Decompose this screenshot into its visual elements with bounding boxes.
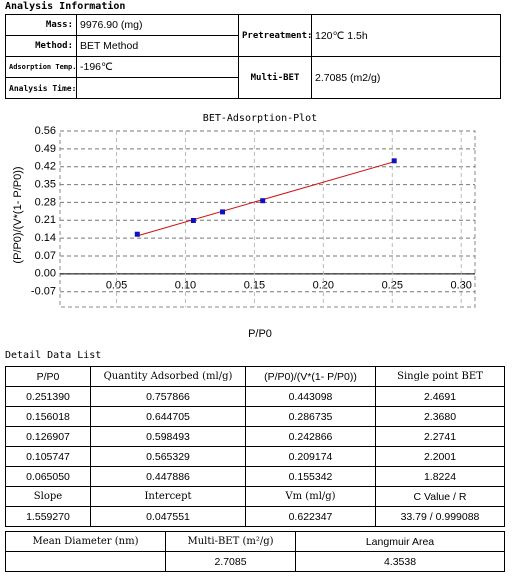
y-axis-label: (P/P0)/(V*(1- P/P0)) <box>12 166 24 263</box>
info-label: Analysis Time: <box>5 77 77 99</box>
plot-frame <box>59 130 476 308</box>
table-cell: 0.286735 <box>245 406 376 427</box>
info-value <box>76 77 239 99</box>
table-cell: 4.3538 <box>295 551 505 572</box>
table-cell: Mean Diameter (nm) <box>5 531 166 552</box>
footer-table: Mean Diameter (nm) Multi-BET (m²/g) Langmu… <box>5 531 505 572</box>
y-tick-label: 0.56 <box>35 125 56 137</box>
y-tick-label: 0.42 <box>35 161 56 173</box>
table-cell: 2.7085 <box>165 551 296 572</box>
x-axis-label: P/P0 <box>248 328 272 340</box>
chart: BET-Adsorption-Plot P/P0 (P/P0)/(V*(1- P… <box>12 113 476 340</box>
info-label: Multi-BET <box>238 56 312 99</box>
info-value: 9976.90 (mg) <box>76 14 239 36</box>
table-cell: 2.4691 <box>375 386 505 407</box>
y-tick-label: 0.14 <box>35 232 56 244</box>
table-cell: 0.155342 <box>245 466 376 487</box>
table-cell: 2.3680 <box>375 406 505 427</box>
table-cell <box>5 551 166 572</box>
info-value: -196℃ <box>76 56 239 78</box>
info-label: Adsorption Temp.: <box>5 56 77 78</box>
info-label: Mass: <box>5 14 77 36</box>
table-cell: 0.565329 <box>90 446 246 467</box>
table-cell: 1.559270 <box>5 506 91 527</box>
table-cell: 2.2001 <box>375 446 505 467</box>
table-cell: Single point BET <box>375 366 505 387</box>
y-tick-label: 0.21 <box>35 214 56 226</box>
fit-line <box>137 161 395 237</box>
data-point <box>391 158 397 164</box>
table-cell: Langmuir Area <box>295 531 505 552</box>
table-cell: C Value / R <box>375 486 505 507</box>
table-cell: 0.156018 <box>5 406 91 427</box>
table-cell: 0.447886 <box>90 466 246 487</box>
table-cell: 0.622347 <box>245 506 376 527</box>
data-point <box>134 231 140 237</box>
table-cell: 0.443098 <box>245 386 376 407</box>
info-label: Pretreatment: <box>238 14 312 57</box>
table-cell: P/P0 <box>5 366 91 387</box>
table-cell: Vm (ml/g) <box>245 486 376 507</box>
table-cell: 33.79 / 0.999088 <box>375 506 505 527</box>
y-tick-label: 0.49 <box>35 143 56 155</box>
detail-table: P/P0 Quantity Adsorbed (ml/g) (P/P0)/(V*(1… <box>5 366 505 527</box>
y-tick-label: 0.00 <box>35 268 56 280</box>
table-cell: 0.757866 <box>90 386 246 407</box>
y-tick-label: 0.35 <box>35 178 56 190</box>
y-tick-label: 0.28 <box>35 196 56 208</box>
table-cell: 0.251390 <box>5 386 91 407</box>
info-value: BET Method <box>76 35 239 57</box>
section-title: Detail Data List <box>5 350 102 361</box>
table-cell: 0.209174 <box>245 446 376 467</box>
chart-title: BET-Adsorption-Plot <box>203 113 317 124</box>
y-tick-label: 0.07 <box>35 250 56 262</box>
info-label: Method: <box>5 35 77 57</box>
table-cell: Slope <box>5 486 91 507</box>
table-cell: Multi-BET (m²/g) <box>165 531 296 552</box>
table-cell: Intercept <box>90 486 246 507</box>
data-point <box>260 198 266 204</box>
data-point <box>190 217 196 223</box>
table-cell: 0.598493 <box>90 426 246 447</box>
table-cell: 0.644705 <box>90 406 246 427</box>
table-cell: 0.047551 <box>90 506 246 527</box>
y-tick-label: -0.07 <box>31 286 56 298</box>
table-cell: 0.126907 <box>5 426 91 447</box>
table-cell: (P/P0)/(V*(1- P/P0)) <box>245 366 376 387</box>
table-cell: 2.2741 <box>375 426 505 447</box>
section-title: Analysis Information <box>5 1 126 12</box>
table-cell: 0.065050 <box>5 466 91 487</box>
table-cell: 1.8224 <box>375 466 505 487</box>
table-cell: 0.242866 <box>245 426 376 447</box>
data-point <box>220 209 226 215</box>
info-value: 120℃ 1.5h <box>311 14 501 57</box>
table-cell: Quantity Adsorbed (ml/g) <box>90 366 246 387</box>
table-cell: 0.105747 <box>5 446 91 467</box>
info-table: Mass: 9976.90 (mg) Pretreatment: 120℃ 1.… <box>5 14 501 99</box>
info-value: 2.7085 (m2/g) <box>311 56 501 99</box>
